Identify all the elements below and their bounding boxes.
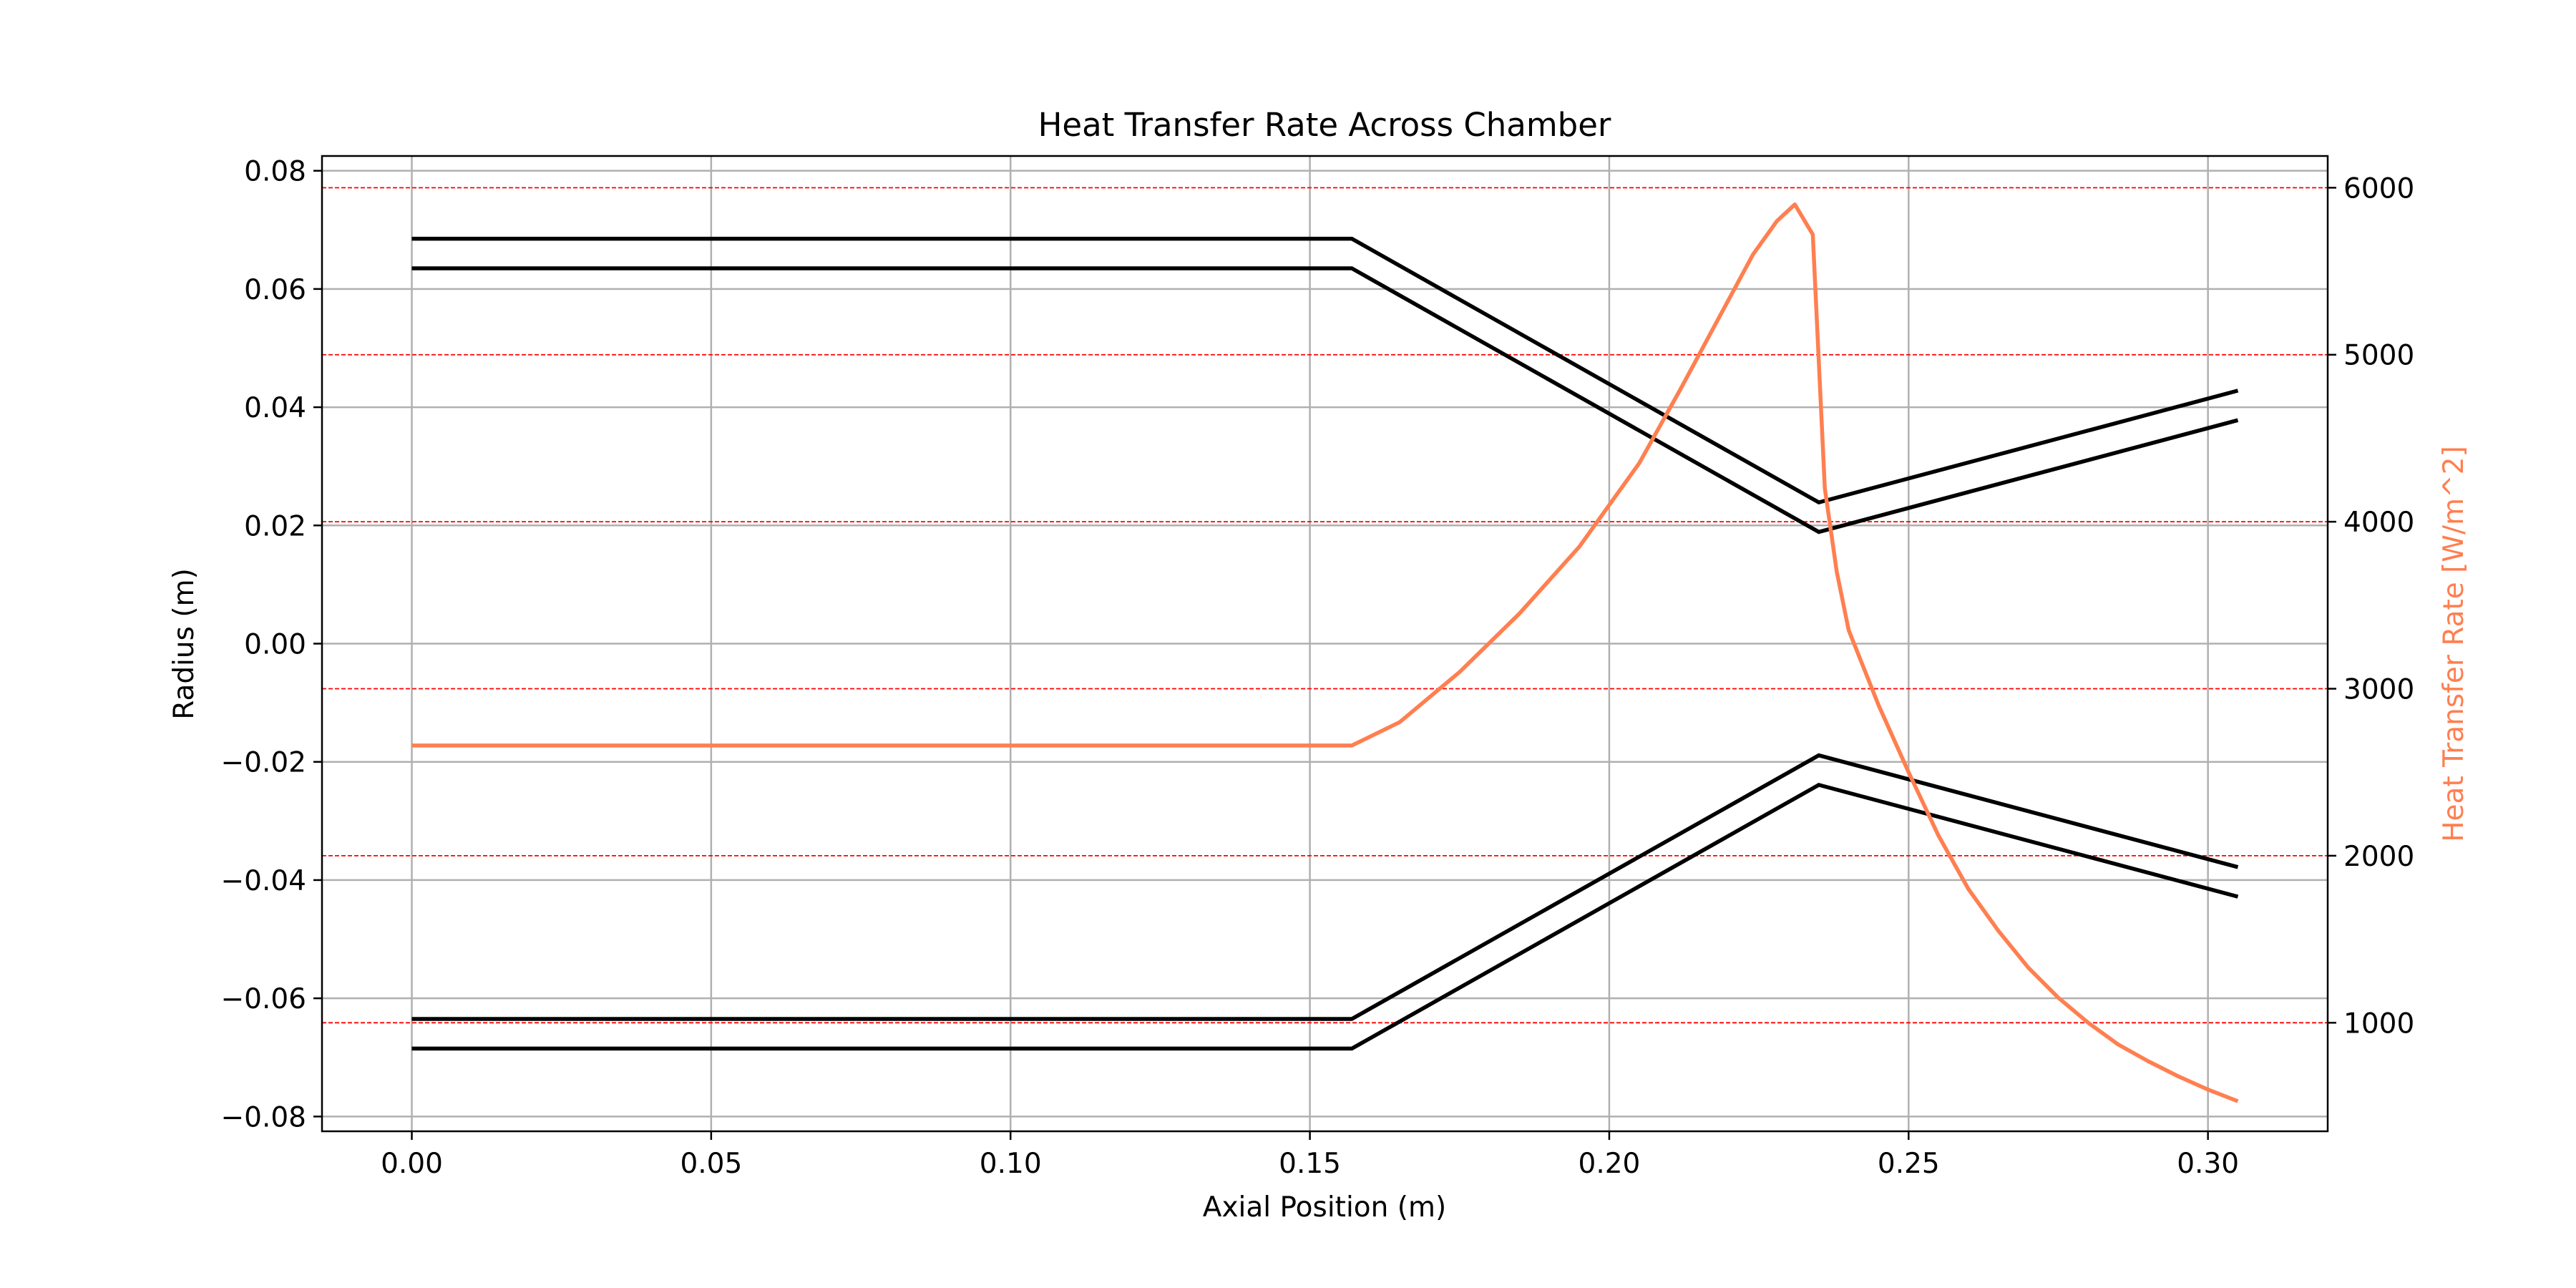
y2-tick-label: 2000	[2343, 841, 2414, 873]
y-tick-label: 0.02	[244, 510, 306, 542]
x-tick-label: 0.15	[1279, 1148, 1341, 1180]
y2-tick-label: 5000	[2343, 340, 2414, 372]
y-tick-label: 0.00	[244, 629, 306, 661]
heat-transfer-line	[411, 202, 2239, 1103]
y-tick-label: 0.08	[244, 156, 306, 188]
reference-lines	[322, 187, 2328, 1024]
y2-tick-label: 6000	[2343, 172, 2414, 205]
x-axis-ticks: 0.00 0.05 0.10 0.15 0.20 0.25 0.30	[381, 1131, 2239, 1180]
y-axis-label: Radius (m)	[168, 568, 200, 720]
y2-axis-label: Heat Transfer Rate [W/m^2]	[2438, 446, 2470, 842]
y-tick-label: −0.04	[220, 865, 306, 897]
contour-line-4	[411, 782, 2239, 1051]
x-axis-label: Axial Position (m)	[1203, 1191, 1446, 1224]
chart-title: Heat Transfer Rate Across Chamber	[1038, 106, 1611, 144]
y2-tick-label: 4000	[2343, 507, 2414, 539]
y2-tick-label: 1000	[2343, 1008, 2414, 1040]
x-tick-label: 0.00	[381, 1148, 443, 1180]
y-tick-label: −0.02	[220, 747, 306, 779]
y-tick-label: −0.08	[220, 1101, 306, 1133]
x-tick-label: 0.20	[1579, 1148, 1641, 1180]
x-tick-label: 0.25	[1878, 1148, 1940, 1180]
contour-line-3	[411, 753, 2239, 1021]
y-axis-ticks: −0.08 −0.06 −0.04 −0.02 0.00 0.02 0.04 0.06 0.08	[220, 156, 322, 1133]
y2-tick-label: 3000	[2343, 674, 2414, 706]
grid-layer	[322, 156, 2328, 1131]
x-tick-label: 0.30	[2177, 1148, 2239, 1180]
y-tick-label: 0.04	[244, 392, 306, 424]
x-tick-label: 0.10	[980, 1148, 1042, 1180]
x-tick-label: 0.05	[680, 1148, 742, 1180]
heat-transfer-series	[411, 202, 2239, 1103]
y2-axis-ticks: 1000 2000 3000 4000 5000 6000	[2328, 172, 2414, 1040]
y-tick-label: 0.06	[244, 274, 306, 306]
contour-line-1	[411, 236, 2239, 505]
chamber-contour	[411, 236, 2239, 1051]
contour-line-2	[411, 266, 2239, 535]
y-tick-label: −0.06	[220, 983, 306, 1015]
